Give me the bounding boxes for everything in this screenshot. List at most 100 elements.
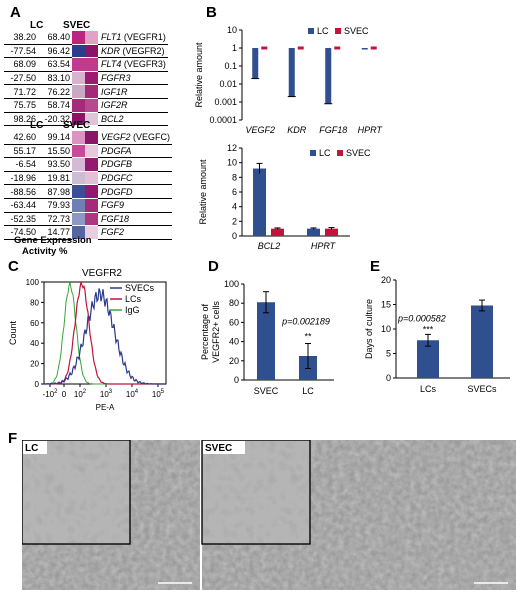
lc-value: 68.09 <box>4 57 38 72</box>
panel-label-e: E <box>370 258 381 275</box>
heat-cell-lc <box>72 171 85 186</box>
table2-svec-header: SVEC <box>63 120 91 131</box>
legend-swatch-lc <box>308 28 314 34</box>
heat-cell-svec <box>85 131 98 145</box>
heat-cell-svec <box>85 84 98 99</box>
heat-cell-svec <box>85 31 98 45</box>
heat-cell-lc <box>72 144 85 159</box>
gene-name: PDGFC <box>98 171 173 186</box>
heat-cell-lc <box>72 184 85 199</box>
micrograph-panel: LC SVEC <box>22 440 516 590</box>
table2-lc-header: LC <box>30 120 44 131</box>
lc-value: -63.44 <box>4 198 38 213</box>
heat-cell-lc <box>72 98 85 113</box>
y-tick-label: 12 <box>227 143 237 153</box>
plot-frame <box>43 281 167 385</box>
heat-cell-svec <box>85 171 98 186</box>
y-axis-title-line2: VEGFR2+ cells <box>211 301 221 363</box>
x-tick-label: 102 <box>74 389 87 399</box>
lc-value: -27.50 <box>4 71 38 86</box>
lc-value: 55.17 <box>4 144 38 159</box>
bar <box>471 305 493 378</box>
y-tick-label: 0.1 <box>224 61 237 71</box>
micrograph-lc-inset-frame <box>22 440 131 545</box>
receptor-row: 71.72 76.22 IGF1R <box>4 84 168 99</box>
legend-swatch-lc <box>310 150 316 156</box>
p-value-annotation: p=0.002189 <box>281 316 330 326</box>
lc-value: 42.60 <box>4 131 38 145</box>
heat-cell-svec <box>85 44 98 59</box>
bar-svec <box>271 228 284 236</box>
gene-name: FGF9 <box>98 198 173 213</box>
micrograph-lc: LC <box>22 440 200 590</box>
x-tick-label: 105 <box>152 389 165 399</box>
svec-value: 96.42 <box>38 44 72 59</box>
chart-d: 0 20 40 60 80 100 Percentage of VEGFR2+ cells SV… <box>200 279 334 396</box>
ligand-row: 55.17 15.50 PDGFA <box>4 144 173 159</box>
y-tick-label: 60 <box>30 319 39 328</box>
y-tick-label: 8 <box>232 172 237 182</box>
legend-label-lc: LC <box>319 148 331 158</box>
bar-svec <box>325 228 338 236</box>
legend-label-svec: SVEC <box>346 148 371 158</box>
gene-alias: (VEGFR3) <box>121 59 166 70</box>
gene-name: PDGFB <box>98 157 173 172</box>
lc-value: -52.35 <box>4 212 38 227</box>
gene-name: PDGFA <box>98 144 173 159</box>
ligand-row: -52.35 72.73 FGF18 <box>4 212 173 227</box>
legend-label: IgG <box>125 305 140 315</box>
gene-name: FGFR3 <box>98 71 168 86</box>
gene-name: FGF2 <box>98 225 173 240</box>
x-tick-label: VEGF2 <box>245 125 275 135</box>
micrograph-svec-inset-frame <box>201 440 311 545</box>
micrograph-lc-label-bg <box>23 441 47 454</box>
y-tick-label: 0 <box>232 231 237 241</box>
y-tick-label: 20 <box>30 360 39 369</box>
x-tick-label: LCs <box>420 384 437 394</box>
legend-label-lc: LC <box>317 26 329 36</box>
heat-cell-svec <box>85 71 98 86</box>
y-tick-label: 10 <box>381 324 391 334</box>
y-tick-label: 0 <box>386 373 391 383</box>
caption-line1: Gene Expression <box>14 235 92 246</box>
y-tick-label: 4 <box>232 202 237 212</box>
lc-value: -6.54 <box>4 157 38 172</box>
receptor-row: -27.50 83.10 FGFR3 <box>4 71 168 86</box>
gene-name: IGF2R <box>98 98 168 113</box>
receptor-row: -77.54 96.42 KDR (VEGFR2) <box>4 44 168 59</box>
panel-label-d: D <box>208 258 219 275</box>
lc-value: 75.75 <box>4 98 38 113</box>
gene-name: FLT4 (VEGFR3) <box>98 57 168 72</box>
lc-value: 38.20 <box>4 31 38 45</box>
bar-svec <box>370 46 377 50</box>
y-axis-title-line1: Percentage of <box>200 303 210 360</box>
lc-value: 98.26 <box>4 112 38 127</box>
x-tick-label: HPRT <box>358 125 384 135</box>
svec-value: 14.77 <box>38 225 72 240</box>
micrograph-lc-label: LC <box>25 443 38 454</box>
heat-cell-lc <box>72 225 85 240</box>
heat-cell-svec <box>85 184 98 199</box>
y-tick-label: 100 <box>224 279 239 289</box>
y-tick-label: 2 <box>232 216 237 226</box>
chart-e: 0 5 10 15 20 Days of culture LCs SVECs p=0.00058… <box>364 275 510 394</box>
chart-b-top: 10 1 0.1 0.01 0.001 0.0001 Relative amount VEGF… <box>194 25 384 135</box>
y-tick-label: 80 <box>30 298 39 307</box>
y-tick-label: 40 <box>30 339 39 348</box>
svec-value: 19.81 <box>38 171 72 186</box>
heat-cell-svec <box>85 212 98 227</box>
x-tick-label: 104 <box>126 389 139 399</box>
svec-value: 72.73 <box>38 212 72 227</box>
svec-value: 93.50 <box>38 157 72 172</box>
panel-label-b: B <box>206 4 217 21</box>
heat-cell-lc <box>72 31 85 45</box>
x-tick-label: 103 <box>100 389 113 399</box>
gene-alias: (VEGFC) <box>130 132 171 143</box>
bar-svec <box>297 46 304 50</box>
svec-value: 15.50 <box>38 144 72 159</box>
y-tick-label: 40 <box>229 337 239 347</box>
bar-lc <box>288 48 295 97</box>
gene-alias: (VEGFR2) <box>120 45 165 56</box>
heatmap-table-ligands: 42.60 99.14 VEGF2 (VEGFC) 55.17 15.50 PDGFA -6… <box>4 131 173 240</box>
heat-cell-lc <box>72 198 85 213</box>
